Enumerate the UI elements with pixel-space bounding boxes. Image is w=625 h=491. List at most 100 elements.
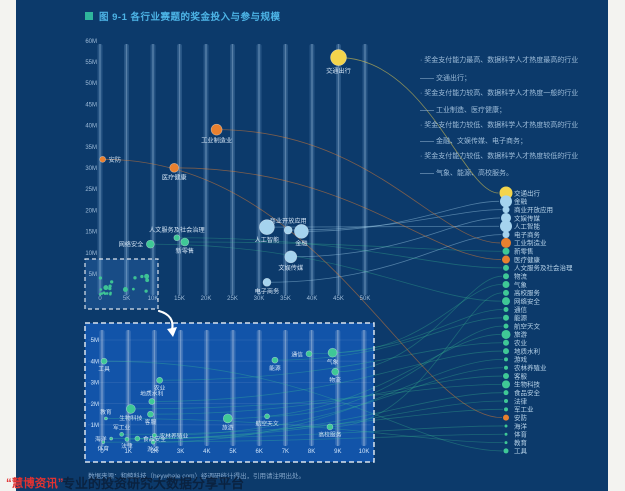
industry-bubble (148, 398, 156, 405)
industry-bubble (262, 277, 272, 287)
annotation-line: 奖金支付能力较低、数据科学人才热度较低的行业 (420, 151, 620, 161)
legend-label: 食品安全 (514, 388, 541, 397)
industry-bubble (180, 237, 190, 247)
grid-pillar (336, 44, 341, 295)
industry-mini-bubble (99, 288, 103, 291)
industry-bubble-label: 教育 (100, 408, 112, 416)
legend-label: 客服 (514, 371, 528, 380)
industry-mini-bubble (144, 289, 148, 293)
industry-bubble-label: 交通出行 (326, 67, 351, 75)
watermark-brand: “慧博资讯” (6, 478, 64, 490)
connector-line (104, 360, 503, 452)
grid-pillar (150, 44, 156, 295)
industry-bubble-label: 文娱传媒 (278, 264, 304, 272)
inset-grid-pillar-core (101, 330, 103, 446)
annotation-line: —— 气象、能源、高校服务。 (420, 170, 513, 177)
inset-grid-pillar (178, 330, 184, 446)
industry-bubble-label: 游戏 (147, 445, 159, 453)
inset-y-tick-label: 1M (91, 423, 99, 429)
industry-mini-bubble (133, 276, 137, 280)
legend-label: 商业开放应用 (514, 205, 553, 214)
industry-bubble (259, 219, 275, 235)
grid-pillar (256, 44, 262, 295)
inset-x-tick-label: 5K (229, 449, 236, 455)
industry-bubble-label: 工具 (98, 366, 110, 373)
legend-label: 医疗健康 (514, 255, 541, 264)
industry-bubble (283, 225, 293, 235)
industry-bubble-label: 地质水利 (140, 389, 163, 397)
legend-label: 海洋 (514, 421, 528, 430)
industry-bubble (210, 123, 223, 136)
y-axis-tick-label: 30M (85, 166, 97, 172)
y-axis-tick-label: 50M (85, 81, 97, 87)
industry-bubble-label: 安防 (109, 156, 121, 164)
industry-mini-bubble (98, 292, 102, 296)
industry-bubble (331, 367, 339, 376)
legend-dot (504, 407, 508, 412)
industry-bubble-label: 高校服务 (318, 431, 341, 439)
industry-bubble-label: 网络安全 (119, 241, 145, 249)
x-axis-tick-label: 50K (360, 296, 371, 302)
connector-line (266, 225, 500, 228)
grid-pillar (177, 44, 182, 295)
x-axis-tick-label: 10K (148, 296, 159, 302)
industry-bubble-label: 人文服务及社会治理 (149, 226, 205, 234)
industry-bubble-label: 法律 (121, 442, 133, 450)
legend-label: 金融 (514, 197, 528, 206)
x-axis-tick-label: 20K (201, 296, 212, 302)
inset-y-tick-label: 5M (91, 338, 99, 344)
annotation-line: —— 金融、文娱传媒、电子商务； (420, 138, 527, 145)
annotation-line: 奖金支付能力最高、数据科学人才热度最高的行业 (420, 55, 620, 65)
legend-dot (503, 323, 509, 329)
inset-grid-pillar-core (179, 330, 182, 446)
legend-dot (504, 432, 508, 436)
y-axis-tick-label: 15M (85, 230, 97, 236)
industry-bubble (119, 432, 124, 437)
legend-label: 文娱传媒 (514, 213, 541, 222)
zoom-highlight-fill (85, 259, 158, 309)
legend-dot (502, 247, 510, 255)
legend-dot (501, 212, 511, 223)
grid-pillar-core (231, 44, 234, 295)
x-axis-tick-label: 45K (333, 296, 344, 302)
industry-bubble (101, 440, 106, 444)
grid-pillar (230, 44, 235, 295)
legend-dot (502, 206, 510, 214)
industry-mini-bubble (122, 287, 128, 292)
inset-x-tick-label: 1K (125, 449, 132, 455)
industry-bubble-label: 农林养殖业 (159, 432, 188, 440)
legend-label: 体育 (514, 430, 528, 439)
industry-bubble (152, 433, 157, 438)
y-axis-tick-label: 20M (85, 208, 97, 214)
industry-bubble (100, 357, 108, 365)
watermark-tagline: 专业的投资研究大数据分享平台 (62, 476, 245, 491)
legend-dot (504, 441, 508, 445)
zoom-arrow-icon (157, 309, 174, 332)
legend-dot (503, 314, 509, 321)
legend-label: 交通出行 (514, 188, 541, 197)
zoom-highlight-box (84, 258, 159, 310)
legend-label: 新零售 (514, 247, 534, 256)
grid-pillar-core (258, 44, 260, 295)
industry-bubble (146, 239, 155, 249)
legend-dot (503, 264, 509, 271)
zoom-arrow-head-icon (167, 327, 177, 337)
legend-dot (499, 186, 513, 200)
connector-line (335, 275, 503, 373)
legend-label: 旅游 (514, 330, 528, 339)
connector-line (301, 200, 500, 232)
industry-bubble (271, 356, 279, 364)
inset-grid-pillar (204, 330, 210, 446)
connector-line (184, 241, 502, 252)
inset-grid-pillar (125, 330, 131, 446)
industry-mini-bubble (144, 273, 150, 279)
inset-x-tick-label: 9K (334, 449, 341, 455)
legend-dot (503, 339, 509, 346)
connector-line (274, 317, 503, 361)
legend-dot (503, 373, 509, 380)
inset-grid-pillar (335, 330, 341, 446)
x-axis-tick-label: 5K (123, 296, 130, 302)
industry-bubble (169, 163, 179, 173)
inset-grid-pillar-core (363, 330, 365, 446)
legend-dot (501, 237, 511, 248)
